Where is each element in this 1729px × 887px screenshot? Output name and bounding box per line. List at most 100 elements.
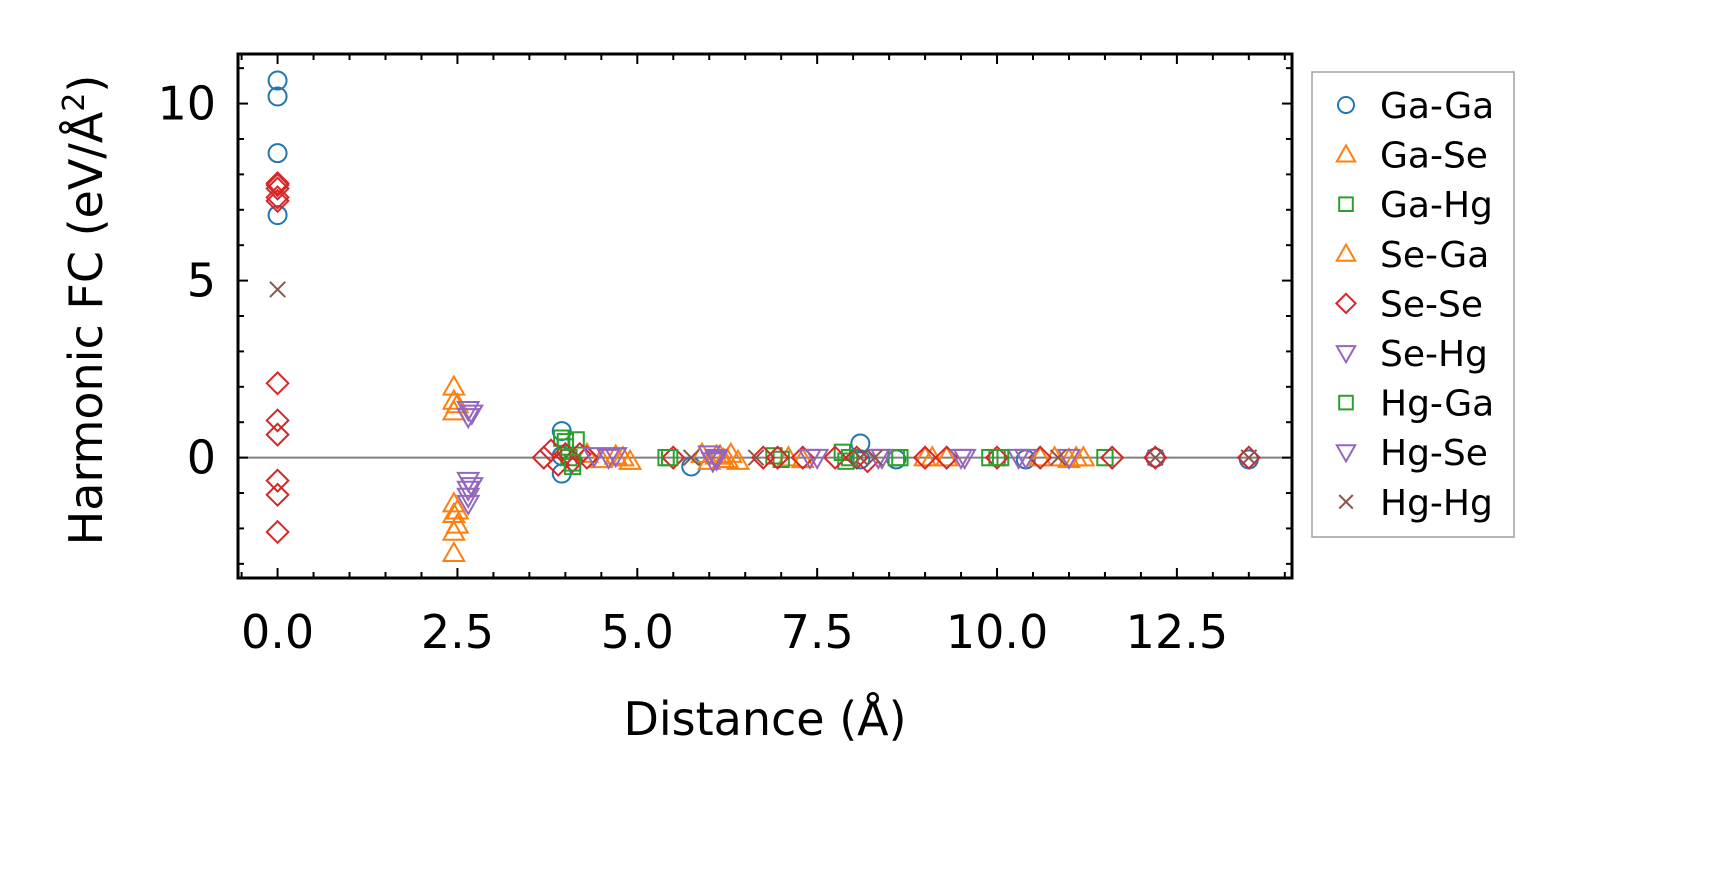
data-point-hg-se <box>459 477 484 499</box>
x-tick-label: 0.0 <box>241 605 314 659</box>
axis-ticks-layer <box>238 54 1292 578</box>
data-point-ga-se <box>913 445 938 467</box>
data-point-se-hg <box>582 447 607 469</box>
legend-marker-hg-ga <box>1338 394 1354 411</box>
data-point-se-hg <box>456 401 481 423</box>
legend-marker-hg-hg <box>1338 494 1354 510</box>
data-point-se-hg <box>603 447 628 469</box>
data-point-se-se <box>1236 445 1262 470</box>
legend-item-hg-se: Hg-Se <box>1335 433 1488 474</box>
data-point-se-se <box>265 422 290 447</box>
legend-item-ga-se: Ga-Se <box>1335 136 1488 177</box>
data-point-se-se <box>912 445 938 470</box>
data-point-se-hg <box>456 480 481 502</box>
data-point-hg-ga <box>840 448 859 467</box>
data-point-se-se <box>1099 445 1125 470</box>
legend-item-ga-ga: Ga-Ga <box>1337 86 1494 127</box>
data-point-ga-ga <box>267 70 288 91</box>
plot-frame <box>236 52 1294 580</box>
series-se-hg <box>456 401 1082 517</box>
tick-labels-layer: 0.0 2.5 5.0 7.5 10.0 12.5 0 5 10 <box>157 77 1228 659</box>
data-point-hg-hg <box>682 449 700 466</box>
legend-item-hg-hg: Hg-Hg <box>1338 483 1493 524</box>
data-point-ga-hg <box>837 452 855 470</box>
data-point-hg-hg <box>851 449 869 466</box>
data-point-ga-ga <box>681 456 702 477</box>
data-point-ga-se <box>441 374 466 396</box>
data-point-se-se <box>265 188 290 214</box>
legend-marker-hg-se <box>1335 444 1357 464</box>
x-tick-label: 10.0 <box>946 605 1048 659</box>
legend-item-ga-hg: Ga-Hg <box>1338 185 1493 226</box>
legend-marker-se-hg <box>1335 345 1357 365</box>
legend-marker-se-ga <box>1335 242 1357 262</box>
data-point-hg-ga <box>661 448 679 467</box>
data-point-se-se <box>531 445 556 470</box>
data-point-se-se <box>574 445 600 470</box>
data-point-hg-hg <box>1049 449 1067 466</box>
legend-label-hg-hg: Hg-Hg <box>1380 483 1493 524</box>
data-point-hg-se <box>704 450 729 472</box>
legend-marker-ga-hg <box>1338 196 1354 212</box>
legend-item-hg-ga: Hg-Ga <box>1338 384 1494 425</box>
data-point-ga-se <box>441 519 466 541</box>
data-point-hg-hg <box>1240 449 1258 466</box>
data-point-ga-se <box>603 443 628 465</box>
data-point-se-ga <box>445 498 470 520</box>
series-hg-se <box>459 404 1038 499</box>
data-points-layer <box>265 70 1262 562</box>
y-axis-label-close: ) <box>59 75 113 93</box>
series-hg-ga <box>556 433 1010 472</box>
data-point-se-se <box>265 185 290 210</box>
legend-item-se-se: Se-Se <box>1334 284 1483 325</box>
y-tick-label: 5 <box>187 254 216 308</box>
legend-label-se-se: Se-Se <box>1380 284 1483 325</box>
data-point-ga-ga <box>850 433 871 454</box>
data-point-se-se <box>265 171 290 196</box>
data-point-se-ga <box>610 445 635 467</box>
data-point-ga-ga <box>267 205 288 226</box>
data-point-ga-se <box>934 445 959 467</box>
data-point-ga-se <box>441 540 466 562</box>
data-point-se-se <box>661 445 686 470</box>
legend-label-se-hg: Se-Hg <box>1380 334 1488 375</box>
data-point-se-se <box>265 482 290 508</box>
x-tick-label: 2.5 <box>421 605 494 659</box>
legend-marker-ga-ga <box>1337 96 1355 114</box>
data-point-se-ga <box>445 512 470 534</box>
y-tick-label: 10 <box>157 77 216 131</box>
data-point-se-hg <box>1056 448 1082 470</box>
data-point-se-hg <box>700 452 725 474</box>
legend: Ga-Ga Ga-Se Ga-Hg Se-Ga Se-Se Se-Hg Hg-Ga Hg-Se… <box>1311 71 1515 538</box>
x-tick-label: 12.5 <box>1126 605 1228 659</box>
data-point-se-ga <box>1028 445 1053 467</box>
data-point-hg-ga <box>991 448 1010 467</box>
data-point-se-hg <box>456 494 481 517</box>
x-tick-label: 7.5 <box>781 605 854 659</box>
legend-item-se-hg: Se-Hg <box>1335 334 1488 375</box>
data-point-se-hg <box>456 408 481 430</box>
data-point-se-hg <box>797 448 823 470</box>
data-point-hg-hg <box>866 449 884 466</box>
legend-label-hg-se: Hg-Se <box>1380 433 1488 474</box>
data-point-hg-se <box>459 404 484 426</box>
data-point-se-ga <box>445 392 470 414</box>
data-point-ga-se <box>697 448 722 470</box>
data-point-ga-ga <box>267 86 288 107</box>
data-point-se-se <box>1143 445 1168 470</box>
legend-label-ga-ga: Ga-Ga <box>1380 86 1494 127</box>
data-point-se-se <box>265 408 290 433</box>
series-se-se <box>265 171 1262 545</box>
legend-marker-se-se <box>1334 292 1358 315</box>
y-axis-label-main: Harmonic FC (eV/Å <box>59 111 113 545</box>
data-point-hg-se <box>805 448 830 470</box>
y-axis-label-superscript: 2 <box>57 93 92 112</box>
data-point-hg-se <box>1013 448 1038 470</box>
legend-label-ga-hg: Ga-Hg <box>1380 185 1493 226</box>
legend-label-se-ga: Se-Ga <box>1380 235 1489 276</box>
data-point-ga-ga <box>267 143 288 164</box>
data-point-hg-se <box>596 448 621 470</box>
data-point-hg-ga <box>563 454 582 472</box>
data-point-ga-hg <box>1096 448 1114 467</box>
